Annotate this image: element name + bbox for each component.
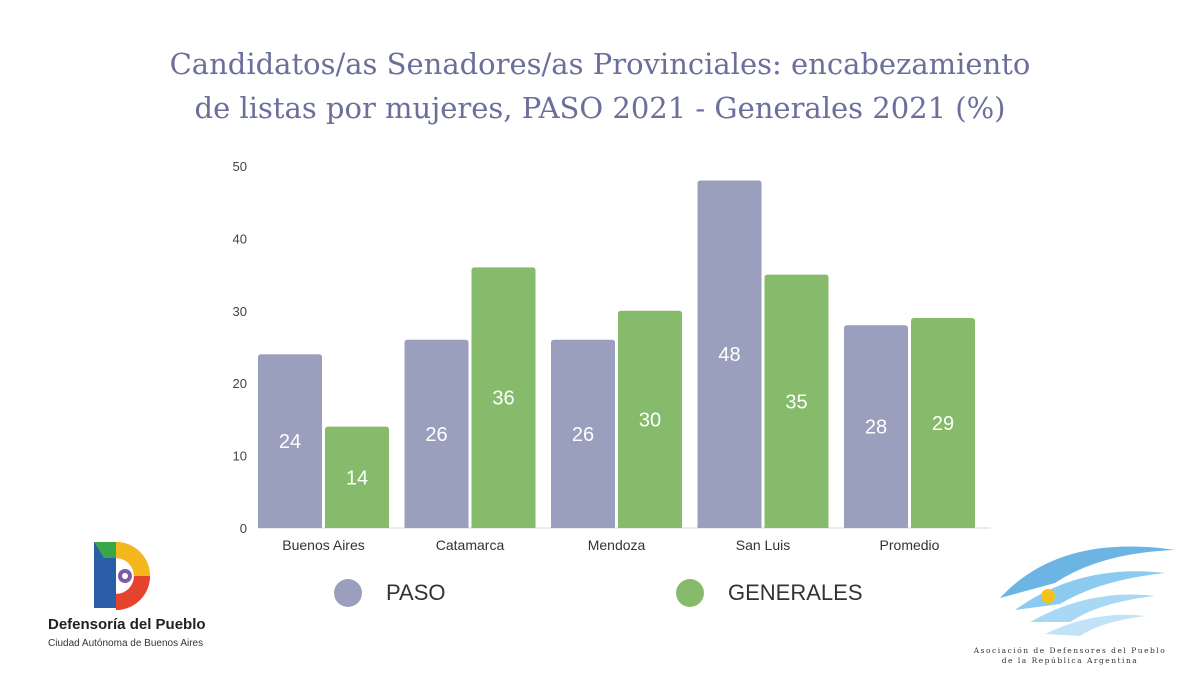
x-tick-label: San Luis bbox=[736, 537, 790, 553]
bar-paso bbox=[404, 339, 469, 528]
data-label-generales: 35 bbox=[785, 391, 807, 413]
adpra-logo bbox=[1000, 546, 1175, 636]
x-tick-label: Promedio bbox=[880, 537, 940, 553]
chart-title-line-2: de listas por mujeres, PASO 2021 - Gener… bbox=[194, 91, 1006, 125]
y-tick-label: 30 bbox=[233, 304, 247, 319]
data-label-generales: 29 bbox=[932, 413, 954, 435]
x-tick-label: Catamarca bbox=[436, 537, 505, 553]
y-tick-label: 0 bbox=[240, 521, 247, 536]
bar-generales bbox=[325, 426, 389, 528]
bar-paso bbox=[697, 180, 762, 529]
bar-generales bbox=[471, 267, 536, 528]
data-label-paso: 24 bbox=[279, 431, 301, 453]
data-label-generales: 30 bbox=[639, 409, 661, 431]
bar-generales bbox=[618, 310, 682, 528]
x-tick-label: Mendoza bbox=[588, 537, 646, 553]
legend-item-paso: PASO bbox=[334, 578, 446, 608]
data-label-paso: 26 bbox=[572, 424, 594, 446]
bar-generales bbox=[911, 318, 975, 528]
adpra-name-line-2: de la República Argentina bbox=[1001, 656, 1139, 665]
y-tick-label: 50 bbox=[233, 159, 247, 174]
x-tick-label: Buenos Aires bbox=[282, 537, 365, 553]
y-tick-label: 10 bbox=[233, 449, 247, 464]
data-label-generales: 36 bbox=[492, 388, 514, 410]
adpra-name-line-1: Asociación de Defensores del Pueblo bbox=[973, 646, 1167, 655]
legend-label-paso: PASO bbox=[386, 580, 446, 605]
bar-paso bbox=[844, 325, 908, 528]
data-label-paso: 48 bbox=[718, 344, 740, 366]
defensoria-name: Defensoría del Pueblo bbox=[48, 616, 206, 633]
defensoria-logo bbox=[94, 542, 150, 610]
defensoria-subtitle: Ciudad Autónoma de Buenos Aires bbox=[48, 638, 204, 649]
legend-swatch-generales bbox=[676, 579, 704, 607]
legend-item-generales: GENERALES bbox=[676, 578, 863, 608]
chart-title-line-1: Candidatos/as Senadores/as Provinciales:… bbox=[169, 47, 1031, 81]
y-tick-label: 20 bbox=[233, 376, 247, 391]
bar-paso bbox=[551, 339, 615, 528]
legend-swatch-paso bbox=[334, 579, 362, 607]
bar-generales bbox=[764, 274, 829, 528]
bar-paso bbox=[258, 354, 322, 528]
data-label-paso: 28 bbox=[865, 417, 887, 439]
legend-label-generales: GENERALES bbox=[728, 580, 863, 605]
adpra-name: Asociación de Defensores del Pueblo de l… bbox=[960, 646, 1180, 666]
chart-title: Candidatos/as Senadores/as Provinciales:… bbox=[0, 42, 1200, 130]
data-label-paso: 26 bbox=[425, 424, 447, 446]
y-tick-label: 40 bbox=[233, 231, 247, 246]
data-label-generales: 14 bbox=[346, 467, 368, 489]
